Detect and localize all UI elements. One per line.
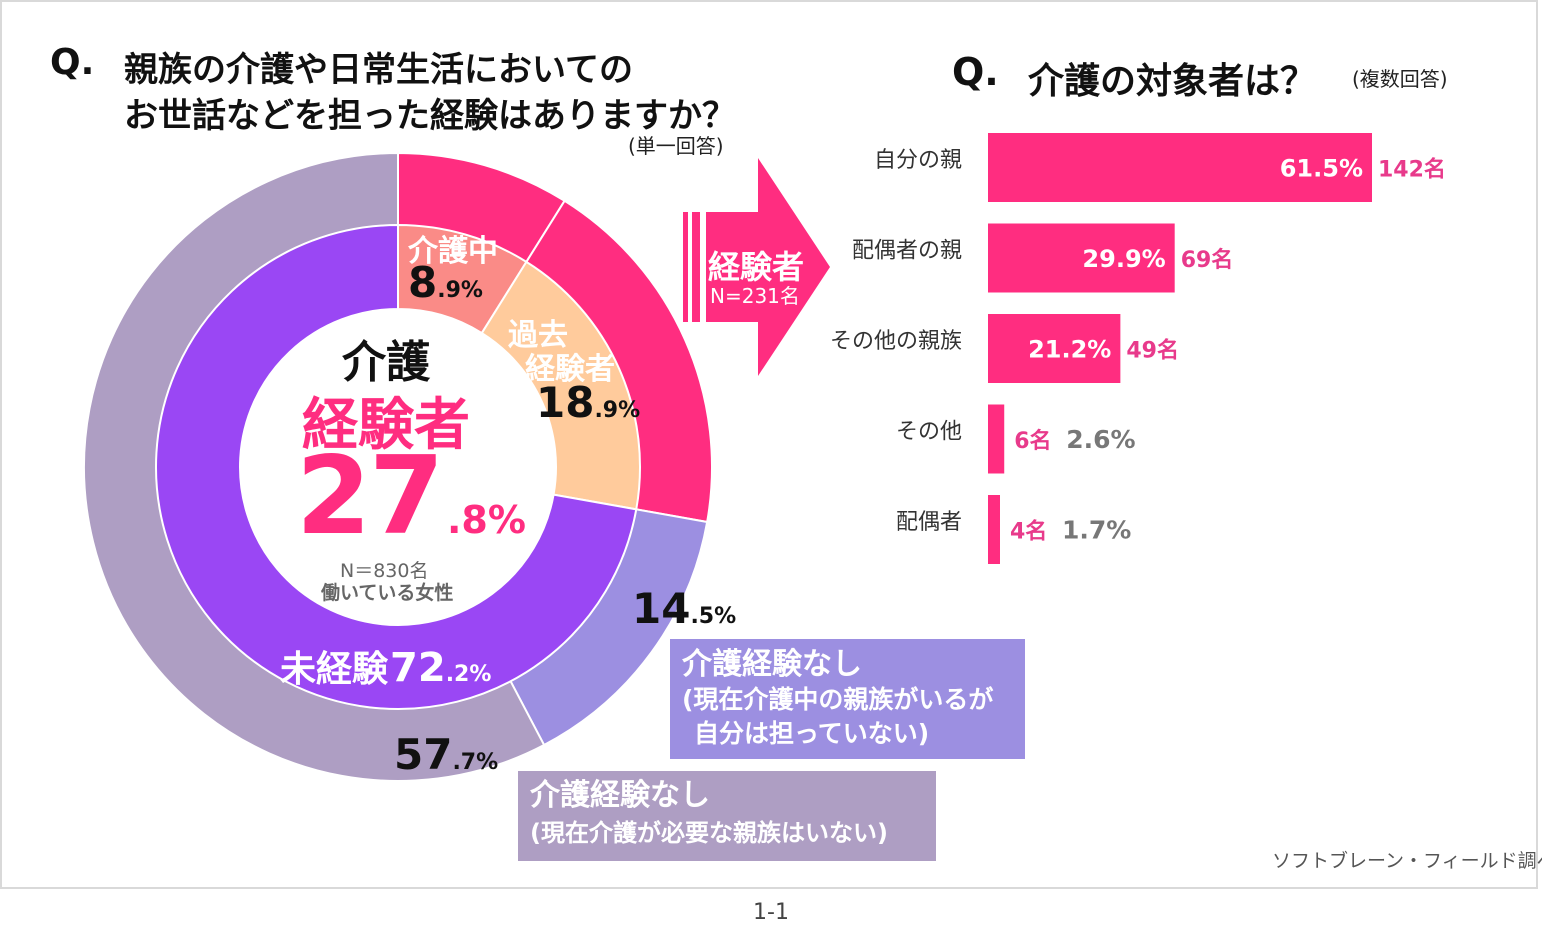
right-q-mark: Q. <box>952 50 999 94</box>
caring-now-int: 8 <box>408 258 438 307</box>
bar-count-label-2: 49名 <box>1126 338 1179 364</box>
bar-0 <box>988 133 1372 202</box>
label-caring-now-value: 8.9% <box>408 258 483 307</box>
caring-now-dec: .9% <box>437 278 483 303</box>
arrow-stripe-2 <box>692 212 700 322</box>
outer-a-int: 14 <box>632 584 691 633</box>
left-title-line1: 親族の介護や日常生活においての <box>124 50 633 90</box>
experienced-arrow <box>683 158 830 376</box>
bar-pct-label-0: 61.5% <box>1280 155 1363 183</box>
callout-a-line3: 自分は担っていない) <box>694 719 930 748</box>
left-q-mark: Q. <box>50 42 95 83</box>
callout-a-line2: (現在介護中の親族がいるが <box>682 685 994 714</box>
arrow-body <box>706 158 830 376</box>
label-past-value: 18.9% <box>536 378 640 427</box>
none-dec: .2% <box>445 662 492 687</box>
page-number: 1-1 <box>753 900 789 925</box>
outer-b-int: 57 <box>394 730 453 779</box>
center-n: N＝830名 <box>340 560 429 582</box>
bar-pct-label-3: 2.6% <box>1066 425 1135 454</box>
bar-count-label-1: 69名 <box>1181 247 1234 273</box>
bar-2 <box>988 314 1121 383</box>
arrow-label: 経験者 <box>708 248 805 286</box>
bar-count-label-4: 4名 <box>1010 519 1047 545</box>
bar-count-label-3: 6名 <box>1014 428 1051 454</box>
bar-1 <box>988 223 1175 293</box>
label-outer-a: 14.5% <box>632 584 736 633</box>
category-label-2: その他の親族 <box>830 329 962 354</box>
callout-b-line1: 介護経験なし <box>530 778 710 813</box>
outer-a-dec: .5% <box>690 604 737 629</box>
category-label-3: その他 <box>896 420 962 445</box>
none-label: 未経験 <box>280 649 389 690</box>
donut-hub <box>240 309 556 625</box>
bar-pct-label-2: 21.2% <box>1028 336 1111 364</box>
arrow-n: N=231名 <box>710 284 800 308</box>
arrow-stripe-1 <box>683 212 688 322</box>
label-past-2: 経験者 <box>525 352 615 387</box>
right-title: 介護の対象者は？ <box>1028 61 1317 102</box>
center-label1: 介護 <box>342 337 430 388</box>
inner-ring <box>155 223 641 710</box>
left-answer-type: (単一回答) <box>628 134 724 158</box>
label-outer-b: 57.7% <box>394 730 498 779</box>
slide-frame <box>0 0 1538 889</box>
source-note: ソフトブレーン・フィールド調べ <box>1272 850 1542 872</box>
bar-4 <box>988 495 1000 564</box>
bar-pct-label-1: 29.9% <box>1082 245 1165 273</box>
center-population: 働いている女性 <box>321 582 454 604</box>
bar-pct-label-4: 1.7% <box>1062 516 1131 545</box>
category-label-4: 配偶者 <box>896 510 962 535</box>
category-label-0: 自分の親 <box>874 148 962 173</box>
label-past-1: 過去 <box>508 318 568 353</box>
right-answer-type: (複数回答) <box>1352 67 1448 91</box>
category-label-1: 配偶者の親 <box>852 239 962 264</box>
center-label2: 経験者 <box>302 393 470 458</box>
callout-b-line2: (現在介護が必要な親族はいない) <box>530 819 888 847</box>
none-int: 72 <box>390 645 446 691</box>
left-title-line2: お世話などを担った経験はありますか？ <box>124 96 736 136</box>
callout-a-line1: 介護経験なし <box>682 647 862 682</box>
outer-b-dec: .7% <box>452 750 499 775</box>
center-value-int: 27 <box>296 434 444 559</box>
donut-hole <box>240 309 556 625</box>
callout-no-experience-relative-cared: 介護経験なし (現在介護中の親族がいるが 自分は担っていない) <box>670 639 1025 759</box>
past-dec: .9% <box>594 398 641 423</box>
bar-3 <box>988 404 1005 474</box>
past-int: 18 <box>536 378 595 427</box>
label-no-experience: 未経験72.2% <box>280 640 491 692</box>
label-caring-now: 介護中 <box>408 234 498 269</box>
bar-count-label-0: 142名 <box>1378 157 1446 183</box>
callout-no-experience-no-need: 介護経験なし (現在介護が必要な親族はいない) <box>518 771 936 861</box>
center-value-dec: .8% <box>447 498 526 542</box>
